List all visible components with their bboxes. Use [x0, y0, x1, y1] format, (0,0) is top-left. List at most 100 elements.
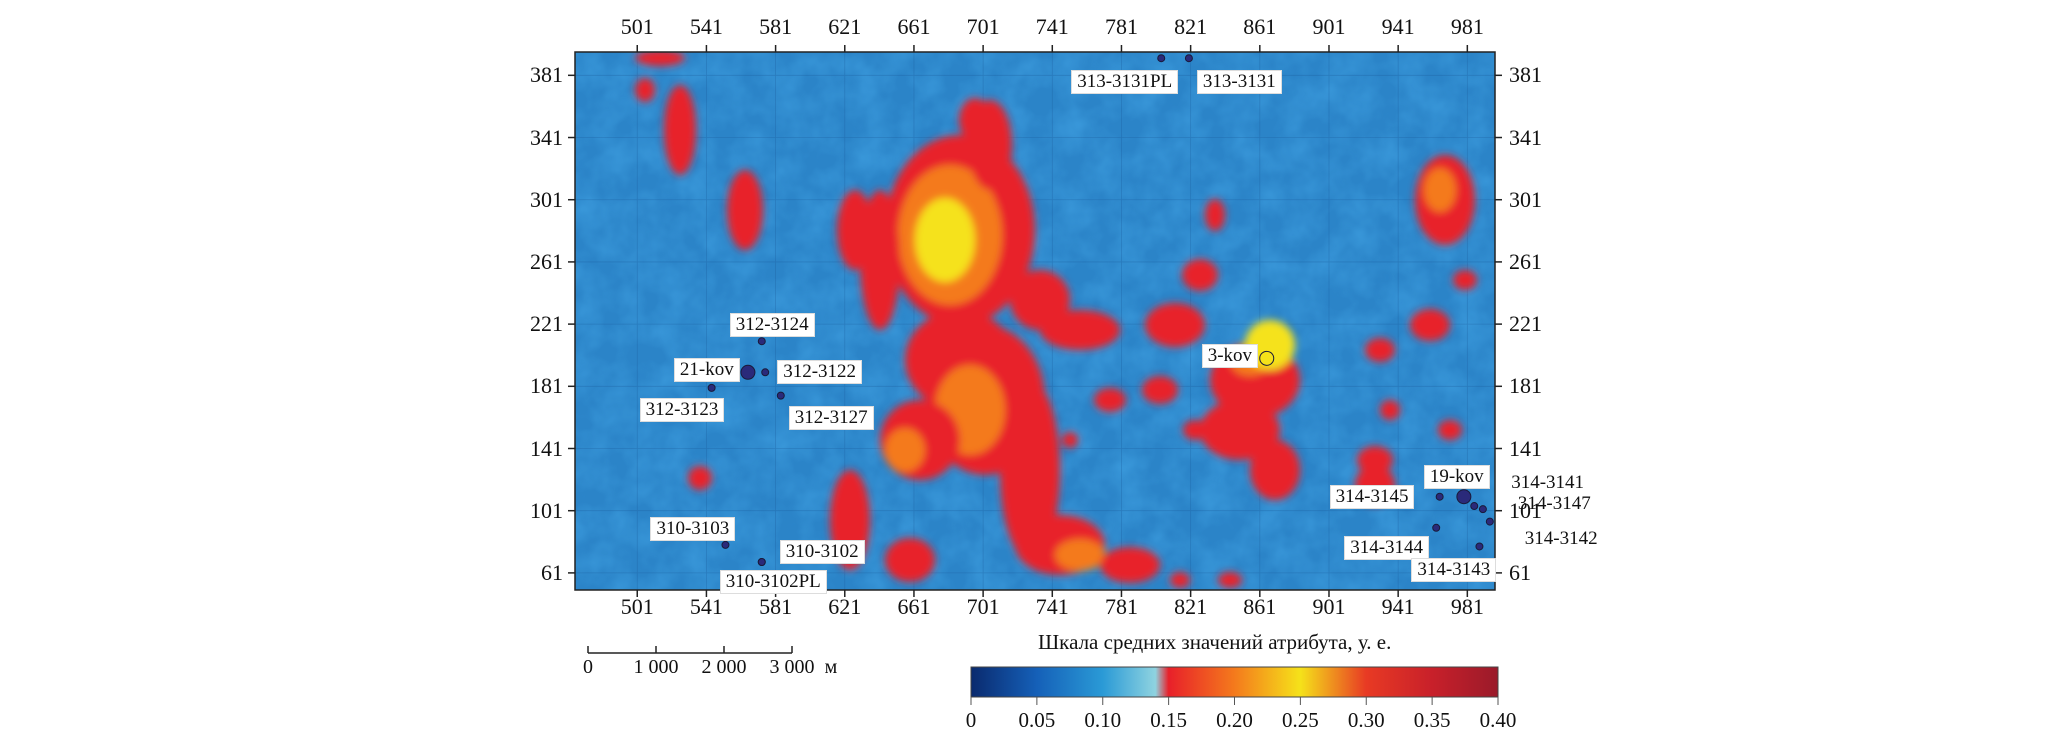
- anomaly-patch: [1182, 259, 1218, 291]
- anomaly-patch: [1365, 338, 1395, 362]
- y-tick-label-left: 101: [530, 497, 563, 523]
- x-tick-label-top: 501: [620, 14, 654, 39]
- anomaly-patch: [1438, 420, 1462, 440]
- well-label: 312-3127: [788, 405, 874, 430]
- anomaly-patch: [1183, 420, 1207, 440]
- scalebar-label-2: 2 000: [701, 656, 747, 678]
- y-tick-label-left: 261: [530, 248, 563, 274]
- anomaly-patch: [915, 198, 975, 282]
- colorbar-tick-label: 0.35: [1413, 708, 1451, 732]
- well-label: 314-3142: [1524, 527, 1598, 549]
- anomaly-patch: [1200, 400, 1280, 460]
- well-marker: [740, 364, 756, 380]
- y-tick-label-right: 101: [1509, 497, 1542, 523]
- anomaly-patch: [959, 98, 991, 142]
- well-label: 21-kov: [673, 358, 740, 383]
- x-tick-label-top: 621: [828, 14, 862, 39]
- colorbar-tick-label: 0.25: [1282, 708, 1319, 732]
- colorbar-tick-label: 0.15: [1150, 708, 1187, 732]
- anomaly-patch: [1094, 388, 1126, 412]
- y-tick-label-left: 141: [530, 435, 563, 461]
- colorbar-tick-label: 0.20: [1216, 708, 1253, 732]
- well-label: 314-3147: [1517, 493, 1591, 515]
- anomaly-patch: [885, 428, 925, 472]
- well-label: 312-3122: [777, 360, 863, 385]
- x-tick-label-top: 941: [1381, 14, 1415, 39]
- x-tick-label-top: 701: [966, 14, 1000, 39]
- well-marker: [1259, 350, 1275, 366]
- well-marker: [707, 383, 716, 392]
- x-tick-label-bottom: 501: [620, 594, 654, 619]
- anomaly-patch: [1218, 572, 1242, 588]
- x-tick-label-bottom: 821: [1174, 594, 1208, 619]
- y-tick-label-left: 181: [530, 373, 563, 399]
- y-tick-label-left: 221: [530, 311, 563, 337]
- well-marker: [721, 540, 730, 549]
- anomaly-patch: [1055, 539, 1105, 571]
- scalebar-label-0: 0: [583, 656, 593, 678]
- x-tick-label-top: 781: [1104, 14, 1138, 39]
- y-tick-label-left: 301: [530, 186, 563, 212]
- x-tick-label-top: 581: [759, 14, 793, 39]
- well-label: 3-kov: [1201, 344, 1259, 369]
- scalebar-label-3: 3 000: [769, 656, 815, 678]
- anomaly-patch: [635, 52, 685, 66]
- colorbar-title: Шкала средних значений атрибута, у. е.: [1038, 630, 1392, 654]
- anomaly-patch: [885, 538, 935, 582]
- x-tick-label-bottom: 701: [966, 594, 1000, 619]
- well-label: 313-3131PL: [1071, 70, 1179, 95]
- y-tick-label-left: 381: [530, 62, 563, 88]
- y-tick-label-right: 61: [1509, 559, 1531, 585]
- attribute-anomalies: [635, 52, 1477, 588]
- anomaly-patch: [688, 466, 712, 490]
- well-marker: [1184, 54, 1193, 63]
- anomaly-patch: [1380, 400, 1400, 420]
- anomaly-patch: [837, 190, 873, 270]
- well-label: 314-3144: [1344, 535, 1430, 560]
- anomaly-patch: [1100, 547, 1160, 583]
- well-marker: [757, 558, 766, 567]
- well-marker: [1475, 542, 1484, 551]
- anomaly-patch: [1145, 303, 1205, 347]
- well-label: 312-3124: [729, 313, 815, 338]
- anomaly-patch: [1062, 432, 1078, 448]
- y-tick-label-right: 221: [1509, 311, 1542, 337]
- well-marker: [776, 391, 785, 400]
- y-tick-label-right: 181: [1509, 373, 1542, 399]
- well-label: 310-3102: [779, 540, 865, 564]
- anomaly-patch: [1170, 572, 1190, 588]
- colorbar-tick-label: 0.10: [1084, 708, 1122, 732]
- scalebar-label-1: 1 000: [633, 656, 679, 678]
- x-tick-label-bottom: 781: [1104, 594, 1138, 619]
- colorbar-tick-label: 0.05: [1018, 708, 1056, 732]
- anomaly-patch: [1142, 376, 1178, 404]
- anomaly-patch: [1410, 309, 1450, 341]
- anomaly-patch: [1453, 270, 1477, 290]
- y-tick-label-right: 381: [1509, 62, 1542, 88]
- x-tick-label-bottom: 981: [1450, 594, 1484, 619]
- y-tick-label-left: 61: [541, 559, 563, 585]
- well-marker: [1432, 523, 1441, 532]
- x-tick-label-top: 861: [1243, 14, 1277, 39]
- scale-bar: [587, 646, 793, 654]
- y-tick-label-right: 301: [1509, 186, 1542, 212]
- x-tick-label-bottom: 741: [1035, 594, 1069, 619]
- anomaly-patch: [1357, 446, 1393, 474]
- well-label: 313-3131: [1196, 70, 1282, 95]
- well-marker: [757, 337, 766, 346]
- colorbar-tick-label: 0.30: [1347, 708, 1385, 732]
- x-tick-label-bottom: 941: [1381, 594, 1415, 619]
- well-marker: [1478, 505, 1487, 514]
- anomaly-patch: [1250, 440, 1300, 500]
- x-tick-label-top: 981: [1450, 14, 1484, 39]
- well-label: 314-3141: [1511, 472, 1585, 494]
- well-label: 312-3123: [639, 397, 725, 422]
- colorbar-tick-label: 0.40: [1479, 708, 1517, 732]
- well-label: 314-3145: [1329, 484, 1415, 509]
- x-tick-label-bottom: 541: [689, 594, 723, 619]
- y-tick-label-right: 141: [1509, 435, 1542, 461]
- anomaly-patch: [1000, 380, 1060, 560]
- colorbar-tick-label: 0: [965, 708, 977, 732]
